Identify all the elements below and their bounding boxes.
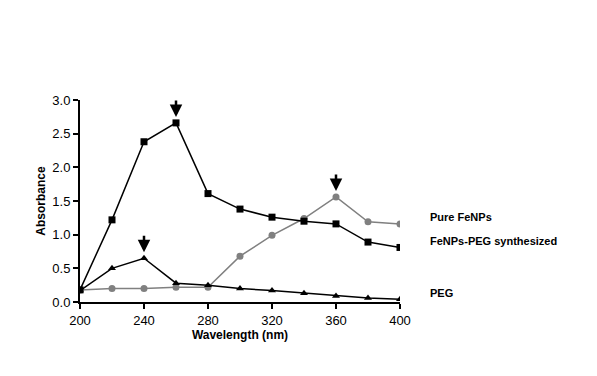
svg-text:Wavelength (nm): Wavelength (nm)	[192, 328, 288, 342]
svg-text:Absorbance: Absorbance	[34, 166, 48, 236]
svg-text:360: 360	[325, 313, 347, 328]
svg-text:280: 280	[197, 313, 219, 328]
svg-text:320: 320	[261, 313, 283, 328]
svg-text:0.0: 0.0	[52, 295, 70, 310]
svg-text:200: 200	[69, 313, 91, 328]
svg-text:3.0: 3.0	[52, 93, 70, 108]
svg-text:400: 400	[389, 313, 411, 328]
svg-text:Pure FeNPs: Pure FeNPs	[430, 211, 492, 223]
svg-text:1.0: 1.0	[52, 227, 70, 242]
svg-text:1.5: 1.5	[52, 194, 70, 209]
svg-text:PEG: PEG	[430, 287, 453, 299]
svg-text:2.0: 2.0	[52, 160, 70, 175]
svg-text:0.5: 0.5	[52, 261, 70, 276]
svg-text:240: 240	[133, 313, 155, 328]
svg-text:2.5: 2.5	[52, 126, 70, 141]
svg-text:FeNPs-PEG synthesized: FeNPs-PEG synthesized	[430, 235, 557, 247]
